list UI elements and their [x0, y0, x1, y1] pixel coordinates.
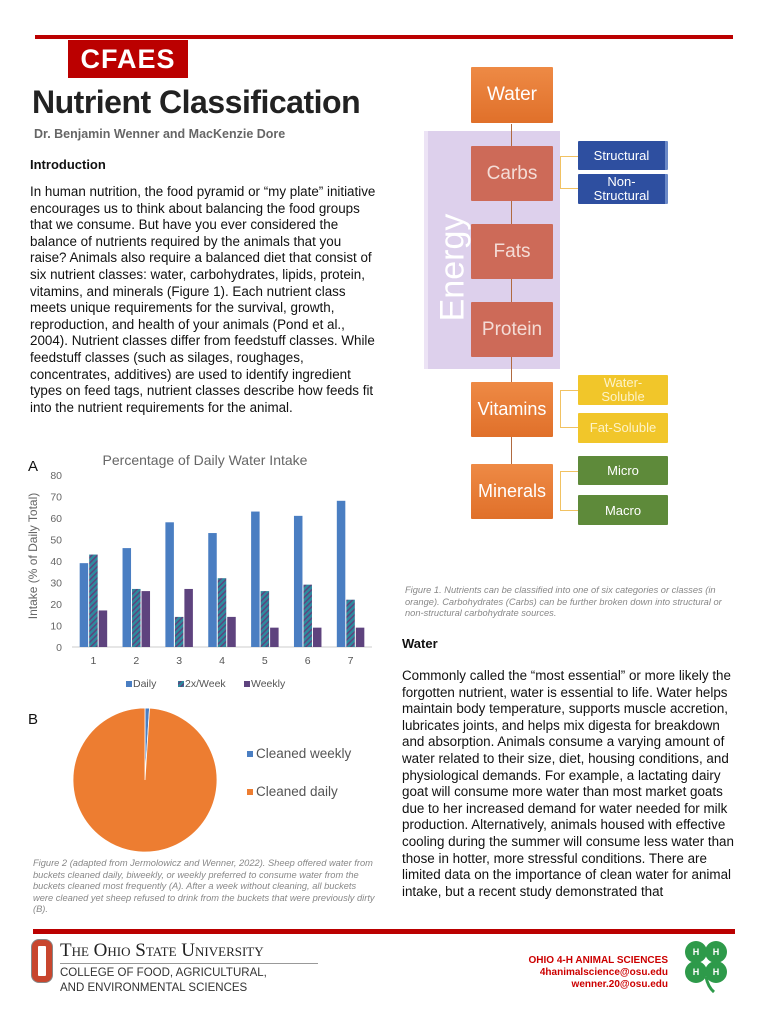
legend-swatch [247, 751, 253, 757]
bar-daily-1 [79, 563, 89, 647]
legend-swatch [126, 681, 132, 687]
svg-text:H: H [693, 947, 700, 957]
intro-heading: Introduction [30, 157, 106, 172]
sub-water-soluble: Water-Soluble [578, 375, 668, 405]
bar-weekly-1 [98, 610, 108, 647]
authors: Dr. Benjamin Wenner and MacKenzie Dore [34, 127, 286, 141]
osu-block-o-logo [32, 940, 52, 982]
bar-daily-7 [336, 500, 346, 647]
college-line-1: COLLEGE OF FOOD, AGRICULTURAL, [60, 967, 267, 979]
x-tick-label: 5 [262, 655, 268, 667]
bar-daily-3 [165, 522, 174, 647]
class-vitamins: Vitamins [471, 382, 553, 437]
bar-weekly-2 [141, 591, 151, 647]
x-tick-label: 1 [91, 655, 97, 667]
osu-rule [60, 963, 318, 964]
class-carbs: Carbs [471, 146, 553, 201]
y-tick-label: 20 [50, 599, 62, 611]
legend-label: Daily [133, 678, 157, 690]
bar-daily-2 [122, 548, 132, 647]
bucket-preference-pie-chart: B Cleaned weekly Cleaned daily [28, 707, 352, 853]
connector [511, 124, 512, 464]
carbs-bracket [560, 156, 578, 189]
class-fats: Fats [471, 224, 553, 279]
y-tick-label: 10 [50, 621, 62, 633]
legend-label: Cleaned daily [256, 784, 338, 799]
chart-title: Percentage of Daily Water Intake [103, 452, 308, 468]
svg-text:H: H [713, 947, 720, 957]
bar-weekly-7 [355, 627, 365, 647]
bar-2x-week-5 [260, 591, 270, 647]
bar-daily-4 [208, 533, 217, 647]
x-tick-label: 4 [219, 655, 225, 667]
panel-label-a: A [28, 458, 38, 475]
osu-name: The Ohio State University [60, 940, 264, 961]
bar-2x-week-1 [89, 554, 98, 647]
top-rule [35, 35, 733, 39]
water-heading: Water [402, 636, 438, 651]
y-tick-label: 50 [50, 535, 62, 547]
sub-structural: Structural [578, 141, 668, 170]
sub-micro: Micro [578, 456, 668, 485]
bar-2x-week-6 [303, 584, 312, 647]
bar-daily-6 [293, 515, 303, 647]
class-minerals: Minerals [471, 464, 553, 519]
legend-label: Weekly [251, 678, 286, 690]
sub-macro: Macro [578, 495, 668, 525]
bar-daily-5 [251, 511, 260, 647]
y-tick-label: 70 [50, 492, 62, 504]
y-tick-label: 30 [50, 578, 62, 590]
bar-2x-week-3 [174, 616, 184, 647]
college-line-2: AND ENVIRONMENTAL SCIENCES [60, 982, 248, 994]
pie-slice-cleaned-daily [72, 707, 218, 853]
minerals-bracket [560, 471, 578, 511]
sub-fat-soluble: Fat-Soluble [578, 413, 668, 443]
bar-weekly-3 [184, 588, 193, 647]
intro-text: In human nutrition, the food pyramid or … [30, 184, 376, 415]
4h-clover-logo: H HH H [685, 941, 727, 993]
figure2-caption: Figure 2 (adapted from Jermolowicz and W… [33, 858, 375, 915]
legend-swatch [244, 681, 250, 687]
x-tick-label: 3 [176, 655, 182, 667]
svg-text:H: H [713, 967, 720, 977]
water-text: Commonly called the “most essential” or … [402, 668, 734, 899]
email-4h[interactable]: 4hanimalscience@osu.edu [539, 967, 668, 978]
vitamins-bracket [560, 390, 578, 428]
y-tick-label: 0 [56, 642, 62, 654]
legend-swatch [178, 681, 184, 687]
email-wenner[interactable]: wenner.20@osu.edu [571, 979, 668, 990]
bar-2x-week-7 [346, 599, 355, 647]
class-water: Water [471, 67, 553, 123]
org-name: OHIO 4-H ANIMAL SCIENCES [528, 955, 668, 966]
bar-2x-week-2 [132, 588, 141, 647]
legend-label: 2x/Week [185, 678, 226, 690]
footer-rule [33, 929, 735, 934]
y-tick-label: 60 [50, 513, 62, 525]
water-intake-bar-chart: A Percentage of Daily Water Intake Intak… [26, 452, 372, 690]
bar-weekly-6 [312, 627, 322, 647]
cfaes-logo: CFAES [68, 40, 188, 78]
bar-weekly-5 [270, 627, 279, 647]
x-tick-label: 6 [305, 655, 311, 667]
y-axis-label: Intake (% of Daily Total) [26, 493, 40, 620]
panel-label-b: B [28, 711, 38, 728]
bar-2x-week-4 [217, 578, 227, 647]
bar-weekly-4 [227, 616, 236, 647]
page-title: Nutrient Classification [32, 84, 361, 120]
y-tick-label: 40 [50, 556, 62, 568]
legend-label: Cleaned weekly [256, 746, 352, 761]
legend-swatch [247, 789, 253, 795]
x-tick-label: 2 [133, 655, 139, 667]
class-protein: Protein [471, 302, 553, 357]
x-tick-label: 7 [348, 655, 354, 667]
energy-label: Energy [433, 213, 472, 322]
figure1-caption: Figure 1. Nutrients can be classified in… [405, 585, 722, 619]
y-tick-label: 80 [50, 470, 62, 482]
svg-text:H: H [693, 967, 700, 977]
sub-non-structural: Non-Structural [578, 174, 668, 204]
